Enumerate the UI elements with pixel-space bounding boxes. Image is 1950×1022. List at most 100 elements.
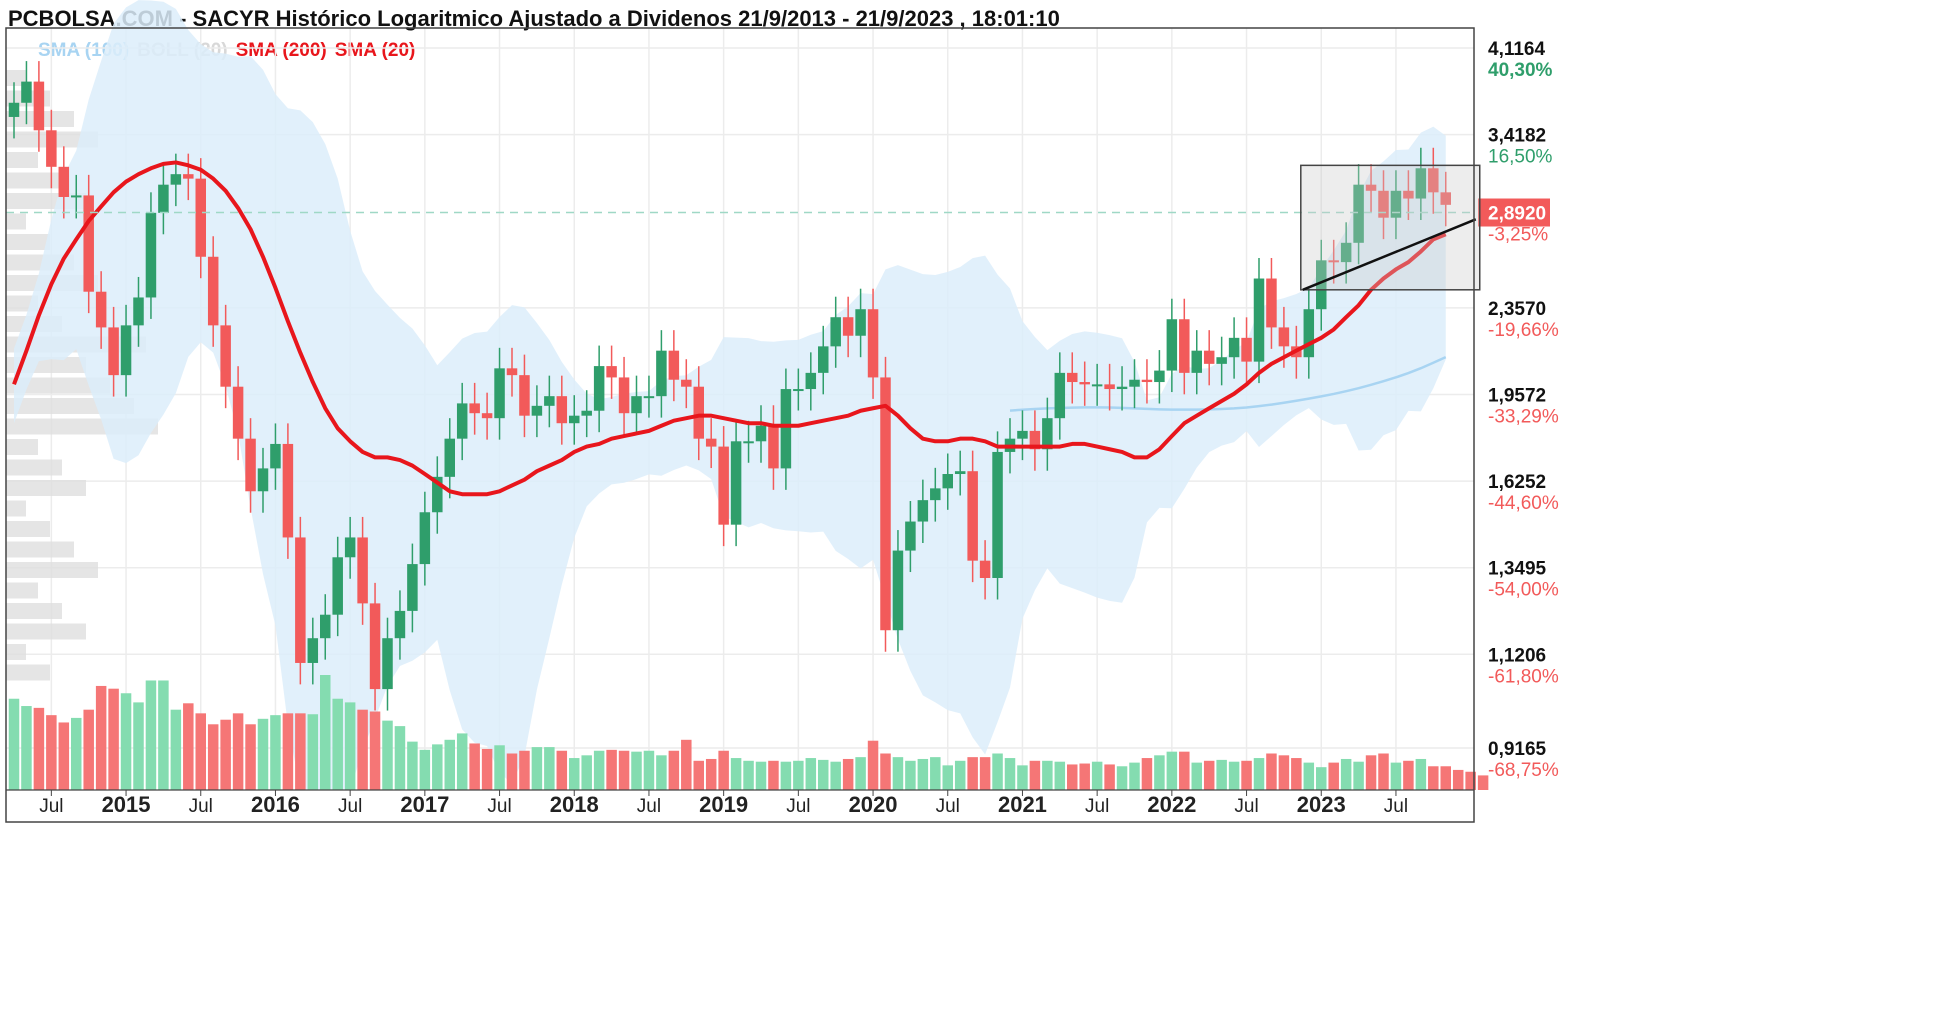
volume-bar bbox=[1241, 760, 1252, 790]
volume-bar bbox=[1004, 758, 1016, 790]
candle bbox=[693, 386, 704, 439]
volume-bar bbox=[718, 750, 729, 790]
candle bbox=[730, 441, 742, 525]
candle bbox=[21, 81, 32, 103]
volume-bar bbox=[1029, 760, 1041, 790]
candle bbox=[905, 521, 916, 551]
volume-bar bbox=[481, 748, 493, 790]
volume-bar bbox=[1390, 762, 1402, 790]
candle bbox=[506, 368, 518, 376]
candle bbox=[432, 476, 443, 513]
volume-bar bbox=[544, 747, 555, 790]
y-tick-label: 1,6252 bbox=[1488, 472, 1546, 493]
volume-bar bbox=[506, 753, 518, 790]
volume-bar bbox=[1054, 761, 1066, 790]
candle bbox=[71, 195, 82, 198]
candle bbox=[593, 366, 605, 411]
x-tick-label: 2016 bbox=[251, 792, 300, 817]
volume-bar bbox=[1477, 775, 1489, 790]
candle bbox=[1067, 372, 1078, 383]
trend-line bbox=[1302, 218, 1477, 291]
volume-bar bbox=[643, 750, 655, 790]
candle bbox=[83, 195, 94, 292]
candle bbox=[718, 446, 729, 525]
candle bbox=[344, 537, 356, 558]
y-tick-pct: -54,00% bbox=[1488, 580, 1559, 601]
volume-bar bbox=[743, 760, 754, 790]
volume-bar bbox=[369, 711, 381, 790]
profile-bar bbox=[6, 603, 62, 619]
candle bbox=[992, 451, 1003, 578]
candle bbox=[930, 488, 941, 501]
candle bbox=[357, 537, 368, 604]
volume-bar bbox=[71, 717, 82, 790]
candle bbox=[1266, 278, 1277, 328]
y-tick-label: 4,1164 bbox=[1488, 39, 1545, 60]
candle bbox=[1116, 386, 1128, 390]
candle bbox=[793, 389, 804, 392]
candle bbox=[880, 377, 891, 631]
candle bbox=[1403, 190, 1414, 199]
volume-bar bbox=[382, 720, 393, 790]
volume-bar bbox=[1452, 769, 1464, 790]
volume-bar bbox=[344, 702, 356, 790]
y-tick-label: 1,3495 bbox=[1488, 559, 1547, 580]
volume-bar bbox=[780, 761, 792, 790]
volume-bar bbox=[1104, 764, 1115, 790]
candle bbox=[494, 368, 505, 419]
volume-bar bbox=[905, 760, 916, 790]
candle bbox=[1440, 192, 1451, 205]
candle bbox=[369, 603, 381, 690]
candle bbox=[805, 372, 817, 390]
volume-bar bbox=[593, 750, 605, 790]
y-tick-label: 2,3570 bbox=[1488, 299, 1546, 320]
volume-bar bbox=[892, 757, 904, 790]
y-tick-pct: -61,80% bbox=[1488, 666, 1559, 687]
volume-bar bbox=[880, 753, 891, 790]
y-tick-pct: -19,66% bbox=[1488, 320, 1559, 341]
volume-bar bbox=[1403, 760, 1414, 790]
volume-bar bbox=[1017, 765, 1028, 790]
volume-bar bbox=[332, 698, 343, 790]
volume-bar bbox=[930, 757, 941, 790]
candle bbox=[1316, 260, 1327, 310]
profile-bar bbox=[6, 213, 26, 230]
candle bbox=[1166, 319, 1178, 371]
candle bbox=[606, 366, 617, 378]
volume-bar bbox=[842, 758, 854, 790]
candle bbox=[183, 174, 194, 179]
plot-frame bbox=[5, 27, 1475, 823]
volume-bar bbox=[618, 750, 630, 790]
candle bbox=[95, 291, 107, 328]
volume-bar bbox=[1191, 762, 1202, 790]
candle bbox=[58, 166, 70, 197]
volume-bar bbox=[469, 743, 480, 790]
x-tick-label: Jul bbox=[1085, 796, 1109, 817]
profile-bar bbox=[6, 521, 50, 537]
candle bbox=[668, 350, 680, 380]
profile-bar bbox=[6, 480, 86, 496]
volume-bar bbox=[1266, 753, 1277, 790]
candle bbox=[1029, 430, 1041, 450]
candle bbox=[1428, 168, 1439, 193]
volume-bar bbox=[33, 707, 45, 790]
candle bbox=[170, 174, 182, 185]
volume-bar bbox=[793, 760, 804, 790]
candle bbox=[1253, 278, 1265, 362]
volume-bar bbox=[519, 750, 530, 790]
volume-bar bbox=[108, 688, 119, 790]
volume-bar bbox=[1340, 758, 1352, 790]
x-tick-label: 2021 bbox=[998, 792, 1047, 817]
volume-bar bbox=[818, 759, 829, 790]
candle bbox=[755, 425, 767, 442]
x-tick-label: 2020 bbox=[849, 792, 898, 817]
volume-bar bbox=[1253, 758, 1265, 790]
volume-bars bbox=[8, 675, 1489, 790]
volume-bar bbox=[1440, 766, 1451, 790]
candle bbox=[656, 350, 667, 397]
volume-bar bbox=[1365, 755, 1377, 790]
y-tick-pct: -33,29% bbox=[1488, 406, 1559, 427]
candle bbox=[257, 468, 269, 492]
volume-bar bbox=[917, 758, 929, 790]
